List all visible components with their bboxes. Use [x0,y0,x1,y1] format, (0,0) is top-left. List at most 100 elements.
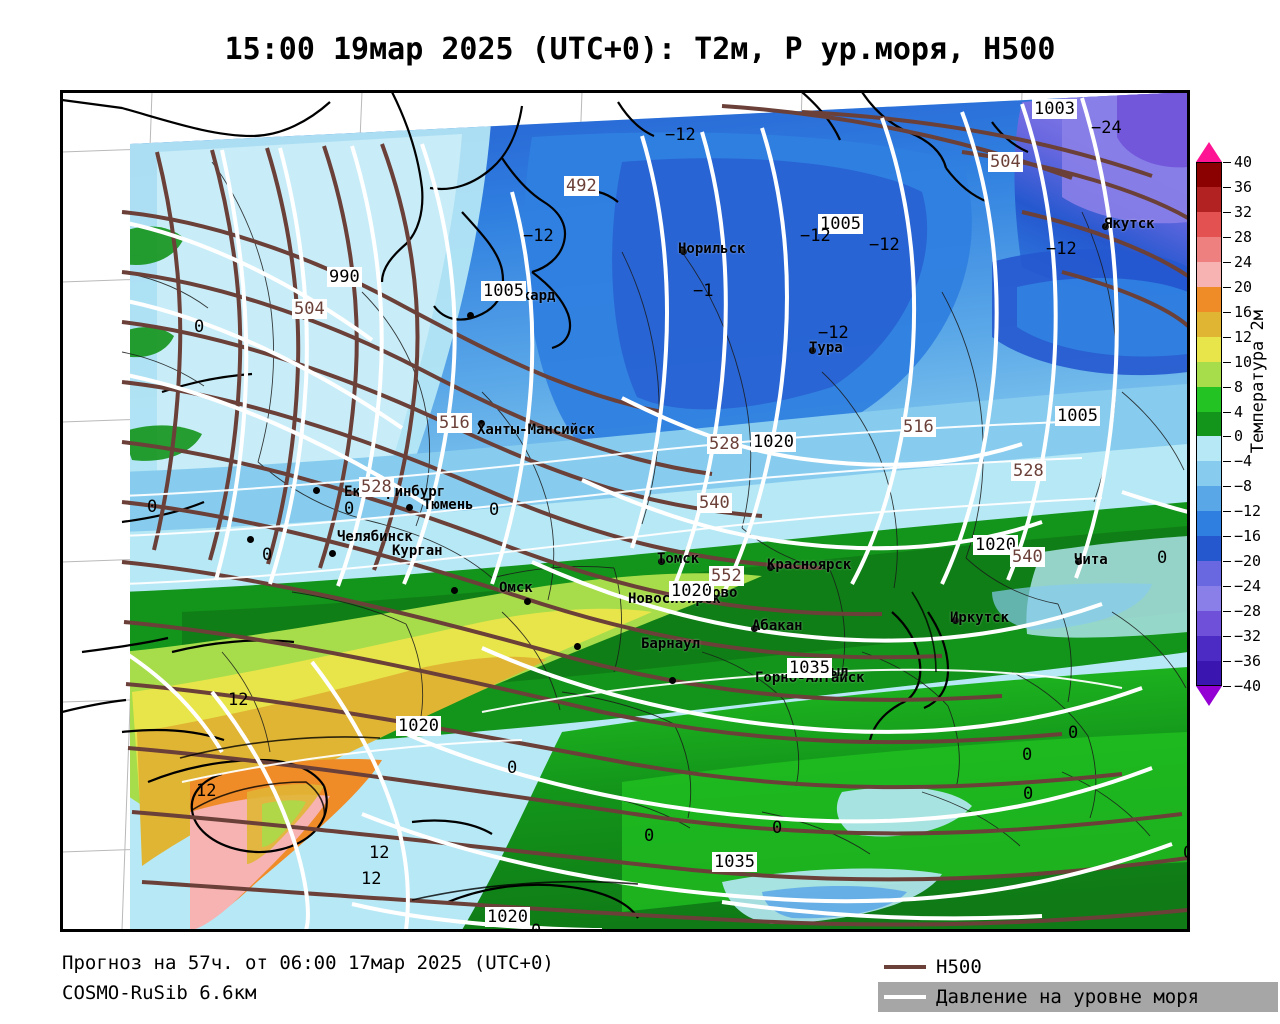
colorbar-band--4--8 [1196,461,1222,487]
colorbar-tick-label: 0 [1234,427,1244,446]
city-marker[interactable] [767,564,774,571]
city-marker[interactable] [313,487,320,494]
colorbar-band-36-32 [1196,186,1222,212]
colorbar-tick-label: 28 [1234,227,1253,246]
colorbar-band--12--16 [1196,511,1222,537]
colorbar-band-32-28 [1196,211,1222,237]
colorbar-tick-label: −20 [1234,552,1262,571]
colorbar-band--8--12 [1196,486,1222,512]
colorbar-tick [1223,436,1231,438]
colorbar-tick-label: 4 [1234,402,1244,421]
colorbar-tick [1223,486,1231,488]
city-marker[interactable] [669,677,676,684]
colorbar-tick [1223,162,1231,163]
map-legend: H500 Давление на уровне моря [878,952,1278,1012]
temperature-colorbar[interactable]: 40 36 32 28 24 20 16 12 10 8 4 0 −4 −8 −12 −16 −20 −24 −28… [1196,142,1261,706]
colorbar-tick-label: 12 [1234,327,1253,346]
legend-line-swatch [884,965,926,969]
colorbar-tick [1223,686,1231,687]
colorbar-tick [1223,586,1231,588]
colorbar-band-24-20 [1196,261,1222,287]
colorbar-tick-label: −32 [1234,627,1262,646]
colorbar-tick-label: −4 [1234,452,1253,471]
colorbar-band-0--4 [1196,436,1222,462]
city-marker[interactable] [680,248,687,255]
colorbar-band--24--28 [1196,586,1222,612]
colorbar-tick [1223,611,1231,613]
colorbar-band-12-10 [1196,336,1222,362]
colorbar-tick [1223,236,1231,238]
colorbar-tick [1223,511,1231,513]
colorbar-band--36--40 [1196,661,1222,686]
city-marker[interactable] [751,625,758,632]
colorbar-tick [1223,461,1231,463]
colorbar-tick [1223,411,1231,413]
city-marker[interactable] [658,558,665,565]
model-name-line: COSMO-RuSib 6.6км [62,982,257,1004]
colorbar-tick-label: −36 [1234,652,1262,671]
mslp-contours [121,97,1188,930]
colorbar-tick [1223,636,1231,638]
colorbar-tick [1223,536,1231,538]
colorbar-tick-label: 16 [1234,302,1253,321]
city-marker[interactable] [451,587,458,594]
colorbar-tick-label: −28 [1234,602,1262,621]
colorbar-band-10-8 [1196,361,1222,387]
city-marker[interactable] [809,347,816,354]
city-marker[interactable] [669,592,676,599]
colorbar-band-4-0 [1196,411,1222,437]
colorbar-band--20--24 [1196,561,1222,587]
map-canvas [62,92,1188,930]
colorbar-tick [1223,336,1231,338]
colorbar-tick-label: −24 [1234,577,1262,596]
colorbar-tick-label: −16 [1234,527,1262,546]
city-marker[interactable] [1102,223,1109,230]
colorbar-tick-label: 20 [1234,277,1253,296]
legend-line-swatch [884,995,926,999]
colorbar-tick [1223,261,1231,263]
colorbar-band-40-36 [1196,162,1222,187]
colorbar-tick [1223,561,1231,563]
colorbar-tick [1223,186,1231,188]
legend-item: Давление на уровне моря [878,982,1278,1012]
city-marker[interactable] [247,536,254,543]
colorbar-tick [1223,386,1231,388]
colorbar-tick-label: 32 [1234,202,1253,221]
colorbar-tick-label: 24 [1234,252,1253,271]
colorbar-tick-label: 36 [1234,177,1253,196]
colorbar-tick [1223,361,1231,363]
city-marker[interactable] [406,504,413,511]
colorbar-band--28--32 [1196,611,1222,637]
city-marker[interactable] [574,643,581,650]
colorbar-band-20-16 [1196,286,1222,312]
colorbar-band--32--36 [1196,636,1222,662]
colorbar-band--16--20 [1196,536,1222,562]
colorbar-tick-label: −8 [1234,477,1253,496]
colorbar-tick-label: −12 [1234,502,1262,521]
city-marker[interactable] [952,617,959,624]
colorbar-tick-label: −40 [1234,677,1262,695]
city-marker[interactable] [478,420,485,427]
colorbar-band-8-4 [1196,386,1222,412]
city-marker[interactable] [1075,558,1082,565]
colorbar-tick-label: 40 [1234,153,1253,171]
legend-label: Давление на уровне моря [936,986,1200,1008]
colorbar-tick-label: 10 [1234,352,1253,371]
forecast-info-line: Прогноз на 57ч. от 06:00 17мар 2025 (UTC… [62,952,554,974]
city-marker[interactable] [524,598,531,605]
colorbar-band-28-24 [1196,236,1222,262]
city-marker[interactable] [809,668,816,675]
page-title: 15:00 19мар 2025 (UTC+0): T2м, Р ур.моря… [224,32,1056,67]
colorbar-over-arrow [1196,142,1222,162]
map-panel[interactable]: Якутск Норильск Тура Салехард Ханты-Мансийск… [60,90,1190,932]
colorbar-tick [1223,211,1231,213]
colorbar-tick-label: 8 [1234,377,1244,396]
colorbar-band-16-12 [1196,311,1222,337]
city-marker[interactable] [329,550,336,557]
colorbar-tick [1223,661,1231,663]
colorbar-tick [1223,311,1231,313]
legend-label: H500 [936,956,982,978]
city-marker[interactable] [467,312,474,319]
legend-item: H500 [878,952,1278,982]
